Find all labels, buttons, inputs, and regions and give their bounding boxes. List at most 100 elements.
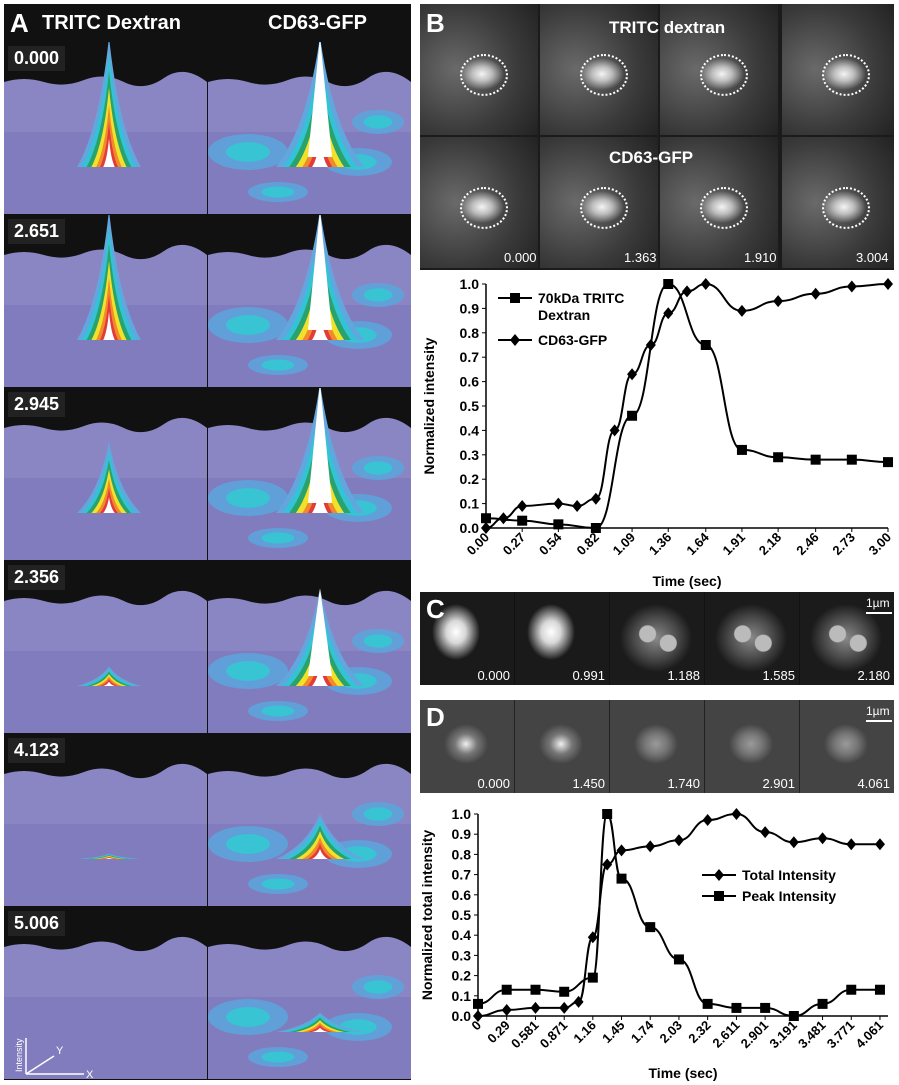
panel-d-letter: D — [426, 702, 445, 733]
y-tick-label: 0.7 — [460, 349, 480, 365]
panel-a-row: 2.356 — [4, 561, 411, 733]
panelC-micrograph: 1.585 — [705, 592, 799, 685]
square-marker — [883, 457, 893, 467]
y-tick-label: 0.6 — [460, 374, 480, 390]
x-tick-label: 1.36 — [646, 530, 675, 559]
y-tick-label: 0.5 — [460, 398, 480, 414]
axis-x-label: X — [86, 1069, 94, 1078]
panel-a-time-label: 4.123 — [8, 738, 65, 763]
y-tick-label: 1.0 — [452, 806, 472, 822]
panel-a-surface-plots: A TRITC Dextran CD63-GFP 0.000 2.651 2.945… — [4, 4, 411, 1080]
cd63-surface-plot — [208, 907, 411, 1079]
x-tick-label: 2.32 — [685, 1018, 714, 1047]
legend-label: Dextran — [538, 307, 590, 323]
cd63-surface-plot — [208, 734, 411, 906]
y-tick-label: 0.3 — [452, 947, 472, 963]
x-tick-label: 2.901 — [738, 1018, 772, 1052]
region-of-interest-circle — [460, 187, 508, 229]
diamond-marker — [617, 844, 627, 856]
square-marker — [591, 523, 601, 533]
panel-a-time-label: 0.000 — [8, 46, 65, 71]
panel-a-column-title-tritc: TRITC Dextran — [42, 12, 181, 35]
diamond-marker — [531, 1002, 541, 1014]
diamond-marker — [737, 305, 747, 317]
x-tick-label: 0.27 — [500, 530, 529, 559]
diamond-marker — [682, 285, 692, 297]
y-tick-label: 0.4 — [452, 927, 472, 943]
panelD-time-label: 1.450 — [572, 776, 605, 791]
square-marker — [701, 340, 711, 350]
panel-c-letter: C — [426, 594, 445, 625]
panel-b-time-1: 0.000 — [504, 250, 537, 265]
region-of-interest-circle — [580, 54, 628, 96]
legend-label: Peak Intensity — [742, 888, 836, 904]
panel-a-column-title-cd63: CD63-GFP — [268, 12, 367, 35]
panel-a-time-label: 2.945 — [8, 392, 65, 417]
diamond-marker — [811, 288, 821, 300]
x-tick-label: 3.481 — [795, 1018, 829, 1052]
square-marker — [617, 874, 627, 884]
panel-a-time-label: 2.651 — [8, 219, 65, 244]
x-tick-label: 2.46 — [793, 530, 822, 559]
square-marker — [559, 987, 569, 997]
diamond-marker — [553, 498, 563, 510]
xyz-axes-icon: Intensity Y X — [14, 1034, 94, 1078]
region-of-interest-circle — [460, 54, 508, 96]
x-tick-label: 0.871 — [537, 1018, 571, 1052]
panelC-micrograph: 1.188 — [610, 592, 704, 685]
x-tick-label: 4.061 — [852, 1018, 886, 1052]
panel-a-row: 2.945 — [4, 388, 411, 560]
cd63-surface-plot — [208, 561, 411, 733]
region-of-interest-circle — [700, 187, 748, 229]
panel-a-letter: A — [10, 8, 29, 39]
x-tick-label: 1.91 — [720, 530, 749, 559]
y-tick-label: 0.9 — [452, 826, 472, 842]
panelC-time-label: 1.585 — [762, 668, 795, 683]
x-axis-title: Time (sec) — [649, 1065, 718, 1081]
panelC-time-label: 0.991 — [572, 668, 605, 683]
y-axis-title: Normalized intensity — [421, 337, 437, 474]
panelD-micrograph: 1.740 — [610, 700, 704, 793]
tritc-surface-plot: 2.945 — [4, 388, 207, 560]
x-axis-title: Time (sec) — [653, 573, 722, 589]
tritc-surface-plot: 2.356 — [4, 561, 207, 733]
panel-b-letter: B — [426, 8, 445, 39]
panel-a-time-label: 2.356 — [8, 565, 65, 590]
panel-b-row1-title: TRITC dextran — [609, 18, 725, 38]
y-tick-label: 0.1 — [460, 496, 480, 512]
legend-label: Total Intensity — [742, 867, 836, 883]
diamond-marker — [789, 836, 799, 848]
x-tick-label: 0.581 — [508, 1018, 542, 1052]
panel-b-time-4: 3.004 — [856, 250, 889, 265]
diamond-marker — [875, 838, 885, 850]
x-tick-label: 3.191 — [766, 1018, 800, 1052]
square-marker — [789, 1011, 799, 1021]
panel-a-row: 2.651 — [4, 215, 411, 387]
tritc-surface-plot: 0.000 — [4, 42, 207, 214]
square-marker — [811, 455, 821, 465]
diamond-marker — [572, 500, 582, 512]
y-tick-label: 0.8 — [452, 846, 472, 862]
x-tick-label: 1.45 — [599, 1018, 628, 1047]
y-tick-label: 0.1 — [452, 988, 472, 1004]
square-marker — [674, 954, 684, 964]
square-marker — [602, 809, 612, 819]
square-marker — [531, 985, 541, 995]
cd63-surface-plot — [208, 215, 411, 387]
panelD-time-label: 0.000 — [477, 776, 510, 791]
panel-d-micrographs: 0.000 1.450 1.740 2.901 4.061 D 1µm — [420, 700, 894, 793]
square-marker — [703, 999, 713, 1009]
square-marker — [773, 452, 783, 462]
panel-b-micrograph — [782, 4, 894, 135]
panelC-micrograph: 0.991 — [515, 592, 609, 685]
y-tick-label: 0.2 — [460, 471, 480, 487]
diamond-marker — [818, 832, 828, 844]
diamond-marker — [559, 1002, 569, 1014]
panel-b-row2-title: CD63-GFP — [609, 148, 693, 168]
panelD-time-label: 4.061 — [857, 776, 890, 791]
x-tick-label: 1.16 — [570, 1018, 599, 1047]
panel-c-scale-bar: 1µm — [866, 596, 890, 610]
diamond-marker — [674, 834, 684, 846]
square-marker — [663, 279, 673, 289]
tritc-surface-plot: 4.123 — [4, 734, 207, 906]
